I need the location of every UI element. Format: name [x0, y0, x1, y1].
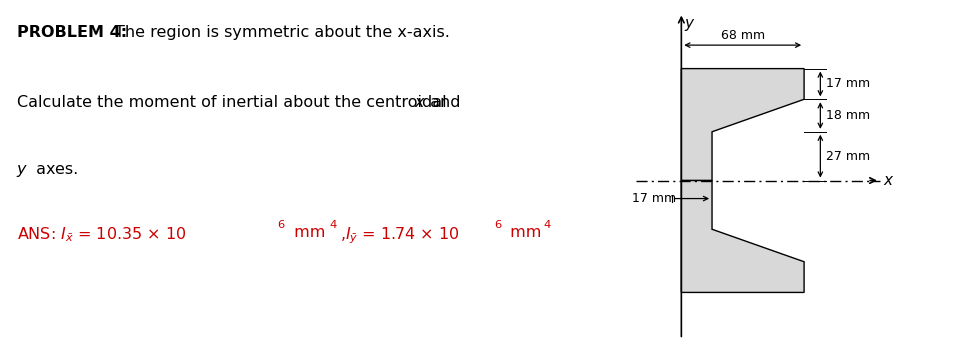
Text: 4: 4	[330, 220, 337, 230]
Text: x: x	[415, 95, 424, 110]
Text: Calculate the moment of inertial about the centroidal: Calculate the moment of inertial about t…	[17, 95, 451, 110]
Text: x: x	[883, 173, 892, 188]
Text: 27 mm: 27 mm	[826, 150, 870, 163]
Polygon shape	[682, 181, 804, 293]
Text: 6: 6	[277, 220, 284, 230]
Text: mm: mm	[289, 225, 325, 240]
Text: 68 mm: 68 mm	[721, 30, 764, 43]
Text: The region is symmetric about the x-axis.: The region is symmetric about the x-axis…	[115, 25, 449, 40]
Text: mm: mm	[505, 225, 541, 240]
Text: y: y	[17, 162, 26, 177]
Text: 17 mm: 17 mm	[632, 192, 677, 205]
Text: y: y	[684, 16, 693, 31]
Text: axes.: axes.	[31, 162, 78, 177]
Text: 4: 4	[544, 220, 551, 230]
Text: PROBLEM 4:: PROBLEM 4:	[17, 25, 127, 40]
Text: 18 mm: 18 mm	[826, 109, 870, 122]
Text: ,$I_{\bar{y}}$ = 1.74 × 10: ,$I_{\bar{y}}$ = 1.74 × 10	[340, 225, 460, 246]
Polygon shape	[682, 69, 804, 181]
Text: 6: 6	[494, 220, 502, 230]
Text: 17 mm: 17 mm	[826, 77, 870, 90]
Text: and: and	[425, 95, 460, 110]
Text: ANS: $I_{\bar{x}}$ = 10.35 × 10: ANS: $I_{\bar{x}}$ = 10.35 × 10	[17, 225, 186, 244]
